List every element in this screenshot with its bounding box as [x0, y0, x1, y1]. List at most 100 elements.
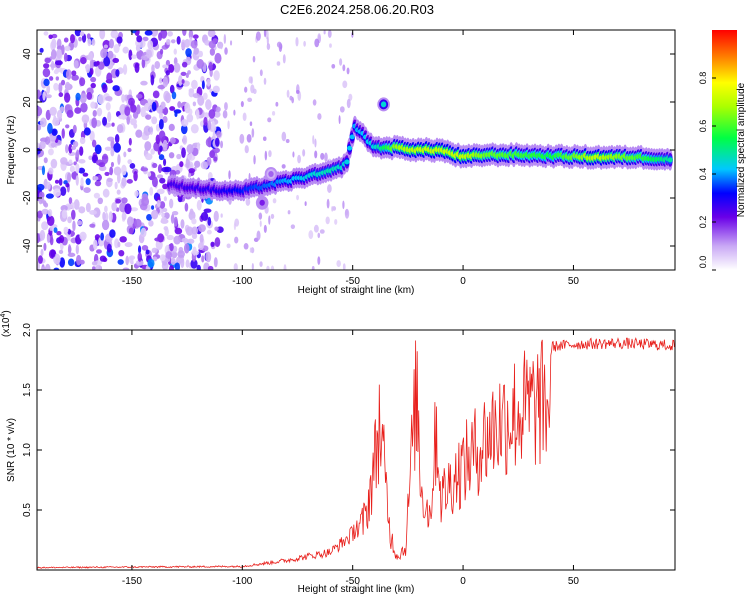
noise-speckle	[116, 124, 124, 134]
noise-speckle	[173, 216, 178, 227]
noise-speckle	[180, 219, 185, 229]
noise-speckle	[323, 30, 326, 35]
noise-speckle	[43, 242, 47, 251]
noise-speckle	[63, 52, 68, 62]
noise-speckle	[184, 202, 189, 212]
spectrogram-xlabel: Height of straight line (km)	[298, 285, 415, 296]
noise-speckle	[113, 166, 122, 176]
colorbar-tick-label: 0.4	[698, 168, 708, 181]
noise-speckle	[176, 153, 182, 160]
noise-speckle	[163, 158, 167, 166]
noise-speckle	[170, 257, 176, 266]
noise-speckle	[130, 104, 137, 113]
noise-speckle	[169, 84, 175, 94]
noise-speckle	[342, 263, 346, 270]
snr-ylabel: SNR (10 * v/v)	[6, 418, 17, 482]
noise-speckle	[275, 101, 279, 107]
noise-speckle	[106, 178, 113, 183]
noise-speckle	[58, 82, 63, 93]
noise-speckle	[327, 184, 332, 193]
noise-speckle	[92, 266, 96, 270]
noise-speckle	[126, 179, 133, 184]
noise-speckle	[303, 40, 306, 47]
noise-speckle	[140, 106, 146, 118]
blob-mark	[259, 199, 265, 206]
noise-speckle	[336, 260, 341, 268]
noise-speckle	[209, 150, 216, 159]
y-tick-label: 0	[22, 147, 33, 153]
noise-speckle	[115, 198, 121, 204]
noise-speckle	[93, 192, 101, 199]
noise-speckle	[263, 77, 267, 85]
noise-speckle	[203, 208, 212, 213]
noise-speckle	[124, 203, 132, 215]
noise-speckle	[220, 43, 223, 50]
noise-speckle	[141, 245, 149, 251]
noise-speckle	[90, 82, 96, 89]
noise-speckle	[121, 212, 127, 221]
y-tick-label: 40	[22, 48, 33, 60]
y-tick-label: 1.5	[22, 383, 33, 397]
noise-speckle	[125, 255, 129, 266]
noise-speckle	[266, 36, 269, 46]
noise-speckle	[110, 148, 115, 157]
noise-speckle	[72, 124, 77, 134]
noise-speckle	[159, 48, 164, 55]
colorbar-label: Normalized spectral amplitude	[736, 82, 747, 217]
noise-speckle	[134, 62, 140, 74]
noise-speckle	[90, 76, 97, 83]
snr-plot-area	[37, 330, 675, 570]
noise-speckle	[153, 141, 161, 152]
snr-multiplier-close: )	[1, 310, 12, 313]
noise-speckle	[121, 177, 127, 187]
noise-speckle	[189, 208, 194, 215]
noise-speckle	[346, 98, 351, 109]
noise-speckle	[59, 106, 65, 112]
noise-speckle	[185, 48, 192, 58]
noise-speckle	[114, 134, 120, 144]
noise-speckle	[102, 188, 110, 198]
noise-speckle	[251, 128, 255, 138]
noise-speckle	[224, 47, 228, 55]
noise-speckle	[157, 164, 163, 174]
noise-speckle	[47, 208, 53, 217]
noise-speckle	[106, 243, 112, 253]
noise-speckle	[207, 120, 212, 131]
noise-speckle	[213, 70, 220, 81]
noise-speckle	[214, 237, 221, 248]
noise-speckle	[97, 197, 104, 205]
noise-speckle	[191, 226, 199, 235]
noise-speckle	[169, 106, 176, 111]
colorbar-tick-label: 0.2	[698, 216, 708, 229]
noise-speckle	[324, 152, 328, 162]
noise-speckle	[128, 227, 134, 235]
noise-speckle	[97, 94, 105, 105]
noise-speckle	[181, 79, 185, 84]
noise-speckle	[338, 115, 341, 125]
noise-speckle	[263, 224, 267, 233]
noise-speckle	[304, 201, 307, 207]
noise-speckle	[56, 45, 63, 51]
noise-speckle	[106, 72, 113, 83]
noise-speckle	[198, 224, 206, 233]
noise-speckle	[165, 92, 171, 104]
noise-speckle	[91, 261, 98, 266]
noise-speckle	[116, 189, 121, 195]
noise-speckle	[258, 212, 263, 220]
colorbar-tick-label: 0.0	[698, 256, 708, 269]
noise-speckle	[41, 165, 46, 176]
noise-speckle	[149, 186, 154, 196]
noise-speckle	[158, 130, 166, 142]
noise-speckle	[297, 154, 301, 164]
noise-speckle	[163, 226, 169, 231]
noise-speckle	[181, 39, 186, 51]
noise-speckle	[181, 119, 189, 127]
noise-speckle	[208, 61, 213, 72]
noise-speckle	[37, 233, 41, 244]
noise-speckle	[74, 107, 82, 114]
noise-speckle	[159, 177, 166, 184]
noise-speckle	[162, 64, 169, 69]
noise-speckle	[79, 77, 86, 87]
x-tick-label: -100	[232, 276, 252, 287]
noise-speckle	[317, 113, 322, 120]
